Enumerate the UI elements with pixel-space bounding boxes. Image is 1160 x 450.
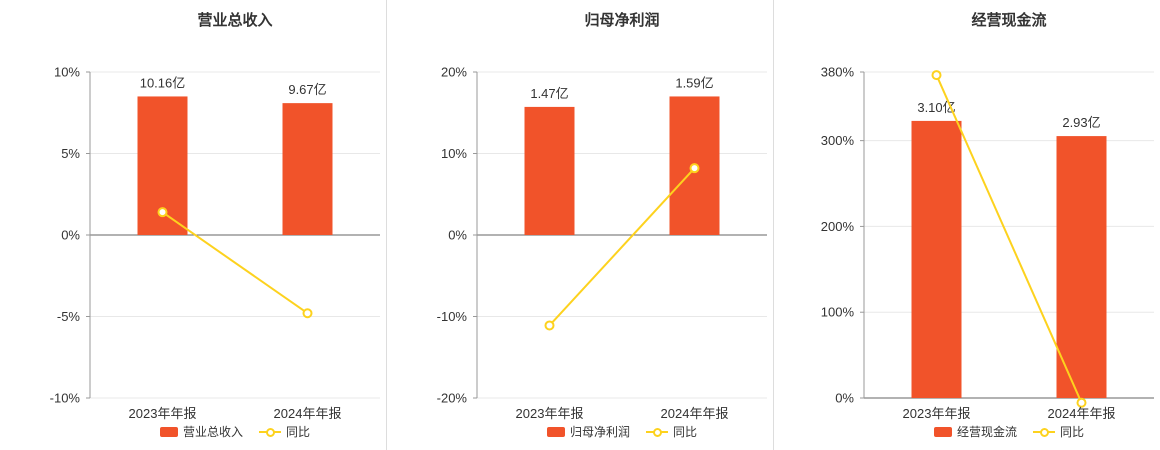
legend-item-bar-series[interactable]: 经营现金流 — [933, 423, 1017, 440]
chart-panel-operating-cashflow: 经营现金流 380% 300% 200% 100% 0% 3.10亿 2.93亿 2023年… — [773, 0, 1160, 450]
bar-value-label: 3.10亿 — [917, 100, 955, 115]
chart-canvas: 10% 5% 0% -5% -10% 10.16亿 9.67亿 — [50, 65, 380, 406]
line-series-swatch — [1033, 427, 1055, 437]
bar-value-label: 1.47亿 — [530, 86, 568, 101]
data-point[interactable] — [689, 163, 700, 174]
y-tick-label: -20% — [437, 391, 468, 406]
x-tick-label: 2023年年报 — [902, 406, 971, 421]
y-tick-label: 0% — [448, 228, 467, 243]
y-tick-label: 200% — [821, 219, 855, 234]
legend-item-bar-series[interactable]: 营业总收入 — [159, 423, 243, 440]
chart-canvas: 380% 300% 200% 100% 0% 3.10亿 2.93亿 — [821, 65, 1154, 408]
chart-legend: 营业总收入 同比 — [90, 423, 380, 440]
y-tick-label: 100% — [821, 305, 855, 320]
y-tick-label: -5% — [57, 309, 81, 324]
bar[interactable] — [911, 120, 962, 399]
x-axis-labels: 2023年年报 2024年年报 — [864, 403, 1154, 422]
y-tick-label: 20% — [441, 65, 467, 80]
legend-label: 归母净利润 — [569, 425, 630, 439]
data-point[interactable] — [544, 320, 555, 331]
x-tick-label: 2024年年报 — [273, 406, 342, 421]
bar-value-label: 9.67亿 — [288, 82, 326, 97]
x-tick-label: 2024年年报 — [1047, 406, 1116, 421]
y-tick-label: 300% — [821, 133, 855, 148]
bar-value-label: 1.59亿 — [675, 75, 713, 90]
bar-value-label: 10.16亿 — [140, 75, 186, 90]
legend-label: 同比 — [1060, 425, 1085, 439]
trend-line — [935, 74, 1083, 404]
data-point[interactable] — [1076, 397, 1087, 408]
legend-item-line-series[interactable]: 同比 — [259, 423, 310, 440]
legend-label: 同比 — [673, 425, 698, 439]
bar-series-swatch — [546, 426, 565, 437]
y-tick-label: -10% — [437, 309, 468, 324]
chart-legend: 经营现金流 同比 — [864, 423, 1154, 440]
chart-title: 经营现金流 — [971, 12, 1047, 29]
y-tick-label: 10% — [441, 146, 467, 161]
line-series-swatch — [259, 427, 281, 437]
chart-canvas: 20% 10% 0% -10% -20% 1.47亿 1.59亿 — [437, 65, 767, 406]
line-series-swatch — [646, 427, 668, 437]
bar[interactable] — [1056, 136, 1107, 398]
bar-series-swatch — [933, 426, 952, 437]
y-tick-label: -10% — [50, 391, 81, 406]
bar[interactable] — [282, 103, 333, 235]
data-point[interactable] — [931, 70, 942, 81]
bar-series-swatch — [159, 426, 178, 437]
legend-item-bar-series[interactable]: 归母净利润 — [546, 423, 630, 440]
legend-item-line-series[interactable]: 同比 — [646, 423, 697, 440]
trend-line — [161, 211, 309, 315]
bar-value-label: 2.93亿 — [1062, 115, 1100, 130]
legend-label: 同比 — [286, 425, 311, 439]
x-tick-label: 2023年年报 — [515, 406, 584, 421]
y-tick-label: 0% — [61, 228, 80, 243]
y-tick-label: 380% — [821, 65, 855, 80]
y-tick-label: 0% — [835, 391, 854, 406]
y-tick-label: 10% — [54, 65, 80, 80]
data-point[interactable] — [302, 308, 313, 319]
x-axis-labels: 2023年年报 2024年年报 — [90, 403, 380, 422]
x-tick-label: 2024年年报 — [660, 406, 729, 421]
chart-title: 归母净利润 — [584, 12, 660, 29]
chart-panel-total-revenue: 营业总收入 10% 5% 0% -5% -10% 10.16亿 9.67亿 2023年年报 … — [0, 0, 386, 450]
legend-label: 经营现金流 — [956, 425, 1017, 439]
bar[interactable] — [524, 106, 575, 235]
data-point[interactable] — [157, 207, 168, 218]
x-axis-labels: 2023年年报 2024年年报 — [477, 403, 767, 422]
legend-item-line-series[interactable]: 同比 — [1033, 423, 1084, 440]
chart-panel-net-profit: 归母净利润 20% 10% 0% -10% -20% 1.47亿 1.59亿 2023年年报… — [386, 0, 773, 450]
chart-title: 营业总收入 — [197, 12, 273, 29]
trend-line — [548, 167, 696, 327]
legend-label: 营业总收入 — [182, 425, 243, 439]
chart-legend: 归母净利润 同比 — [477, 423, 767, 440]
x-tick-label: 2023年年报 — [128, 406, 197, 421]
y-tick-label: 5% — [61, 146, 80, 161]
